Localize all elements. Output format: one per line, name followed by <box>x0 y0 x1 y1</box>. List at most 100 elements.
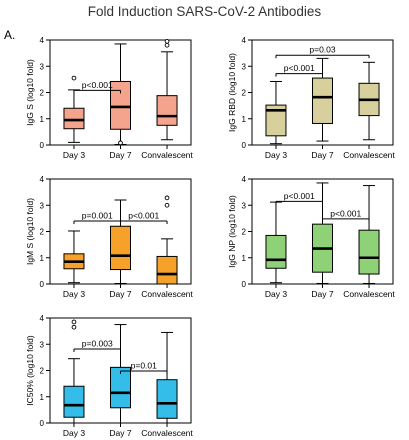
y-tick-label: 4 <box>40 314 45 323</box>
y-tick-label: 3 <box>242 201 247 210</box>
box-day-3 <box>265 201 287 284</box>
y-tick-label: 4 <box>242 36 247 45</box>
box-day-7 <box>312 57 333 142</box>
y-tick-label: 1 <box>242 254 247 263</box>
x-category-label: Convalescent <box>343 289 395 299</box>
y-tick-label: 1 <box>242 115 247 124</box>
p-value-label: p<0.001 <box>284 191 315 201</box>
panel-letter: A. <box>4 28 16 42</box>
significance-bracket: p=0.003 <box>73 338 121 352</box>
box-day-7 <box>110 324 131 424</box>
y-tick-label: 4 <box>40 175 45 184</box>
box-convalescent <box>156 195 178 285</box>
x-category-label: Day 7 <box>109 428 131 438</box>
y-axis-label: IgM S (log10 fold) <box>25 198 35 265</box>
iqr-box <box>63 107 85 130</box>
box-day-3 <box>265 80 287 145</box>
x-category-label: Day 7 <box>109 150 131 160</box>
x-category-label: Day 3 <box>265 150 287 160</box>
iqr-box <box>265 104 287 137</box>
p-value-label: p=0.001 <box>82 211 113 221</box>
x-category-label: Day 7 <box>311 150 333 160</box>
x-category-label: Convalescent <box>141 428 193 438</box>
y-tick-label: 0 <box>242 280 247 289</box>
significance-bracket: p=0.03 <box>275 45 370 59</box>
y-tick-label: 1 <box>40 254 45 263</box>
y-tick-label: 2 <box>242 89 247 98</box>
p-value-label: p<0.001 <box>82 80 113 90</box>
iqr-box <box>110 366 131 409</box>
significance-bracket: p=0.001 <box>73 211 121 224</box>
box-day-7 <box>312 182 333 284</box>
outlier-point <box>71 75 77 81</box>
y-axis-label: IgG S (log10 fold) <box>25 59 35 126</box>
figure-title: Fold Induction SARS-CoV-2 Antibodies <box>87 4 322 19</box>
chart-panel-1: 0 1 2 3 4 IgG S (log10 fold) Day 3 Day 7 Convale… <box>25 36 193 160</box>
chart-panel-2: 0 1 2 3 4 IgG RBD (log10 fold) Day 3 Day 7 Conva… <box>227 36 395 160</box>
box-convalescent <box>156 331 178 424</box>
iqr-box <box>110 225 131 271</box>
outlier-point <box>71 324 77 330</box>
p-value-label: p=0.01 <box>131 361 158 371</box>
box-day-3 <box>63 75 85 143</box>
chart-panel-4: 0 1 2 3 4 IgG NP (log10 fold) Day 3 Day 7 Conval… <box>227 175 395 299</box>
y-tick-label: 4 <box>242 175 247 184</box>
iqr-box <box>156 95 178 126</box>
x-category-label: Day 3 <box>63 289 85 299</box>
y-tick-label: 4 <box>40 36 45 45</box>
iqr-box <box>312 77 333 124</box>
y-tick-label: 2 <box>40 367 45 376</box>
y-tick-label: 0 <box>40 280 45 289</box>
y-axis-label: IgG RBD (log10 fold) <box>227 53 237 132</box>
significance-bracket: p<0.001 <box>120 211 168 224</box>
y-tick-label: 0 <box>40 419 45 428</box>
x-category-label: Day 7 <box>311 289 333 299</box>
y-tick-label: 2 <box>40 89 45 98</box>
iqr-box <box>358 229 380 275</box>
y-tick-label: 3 <box>40 62 45 71</box>
x-category-label: Convalescent <box>141 150 193 160</box>
box-day-3 <box>63 319 85 424</box>
box-convalescent <box>358 185 380 284</box>
p-value-label: p<0.001 <box>128 211 159 221</box>
box-day-7 <box>110 43 131 146</box>
significance-bracket: p<0.001 <box>73 80 121 94</box>
y-axis-label: IC50% (log10 fold) <box>25 335 35 406</box>
outlier-point <box>164 202 170 208</box>
y-tick-label: 3 <box>242 62 247 71</box>
x-category-label: Day 7 <box>109 289 131 299</box>
box-day-7 <box>110 199 131 284</box>
x-category-label: Convalescent <box>343 150 395 160</box>
y-tick-label: 1 <box>40 115 45 124</box>
box-convalescent <box>358 61 380 141</box>
y-tick-label: 2 <box>242 228 247 237</box>
chart-panel-5: 0 1 2 3 4 IC50% (log10 fold) Day 3 Day 7 Convale… <box>25 314 193 438</box>
outlier-point <box>71 319 77 325</box>
iqr-box <box>63 385 85 418</box>
p-value-label: p=0.03 <box>309 45 336 55</box>
box-day-3 <box>63 230 85 284</box>
y-tick-label: 0 <box>40 141 45 150</box>
box-convalescent <box>156 38 178 141</box>
outlier-point <box>118 140 123 146</box>
x-category-label: Day 3 <box>63 150 85 160</box>
p-value-label: p<0.001 <box>330 208 361 218</box>
x-category-label: Convalescent <box>141 289 193 299</box>
p-value-label: p=0.003 <box>82 338 113 348</box>
iqr-box <box>156 255 178 285</box>
y-tick-label: 0 <box>242 141 247 150</box>
y-tick-label: 3 <box>40 201 45 210</box>
p-value-label: p<0.001 <box>284 63 315 73</box>
significance-bracket: p<0.001 <box>275 63 323 77</box>
y-tick-label: 3 <box>40 340 45 349</box>
y-tick-label: 2 <box>40 228 45 237</box>
significance-bracket: p<0.001 <box>322 208 370 222</box>
outlier-point <box>164 42 170 48</box>
iqr-box <box>110 80 131 130</box>
y-axis-label: IgG NP (log10 fold) <box>227 195 237 268</box>
iqr-box <box>265 234 287 269</box>
y-tick-label: 1 <box>40 393 45 402</box>
significance-bracket: p<0.001 <box>275 191 323 205</box>
x-category-label: Day 3 <box>63 428 85 438</box>
